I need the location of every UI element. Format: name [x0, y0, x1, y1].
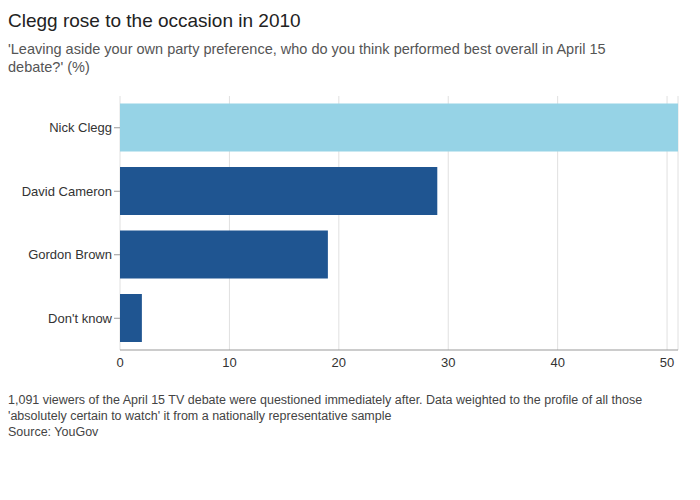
html-text:Clegg rose to the occasion in: Clegg rose to the occasion in 2010: [8, 10, 301, 31]
html-text:1,091 viewers of the April 15: 1,091 viewers of the April 15 TV debate …: [8, 393, 643, 423]
svg-text:40: 40: [550, 355, 564, 370]
svg-text:Nick Clegg: Nick Clegg: [49, 120, 112, 135]
svg-text:0: 0: [116, 355, 123, 370]
html-text:'Leaving aside your own party: 'Leaving aside your own party preference…: [8, 41, 606, 75]
svg-text:Don't know: Don't know: [48, 311, 113, 326]
html-text:Source: YouGov: Source: YouGov: [8, 425, 99, 439]
svg-text:10: 10: [222, 355, 236, 370]
svg-text:50: 50: [660, 355, 674, 370]
svg-text:20: 20: [332, 355, 346, 370]
svg-text:David Cameron: David Cameron: [22, 184, 112, 199]
svg-text:Gordon Brown: Gordon Brown: [28, 247, 112, 262]
svg-text:30: 30: [441, 355, 455, 370]
